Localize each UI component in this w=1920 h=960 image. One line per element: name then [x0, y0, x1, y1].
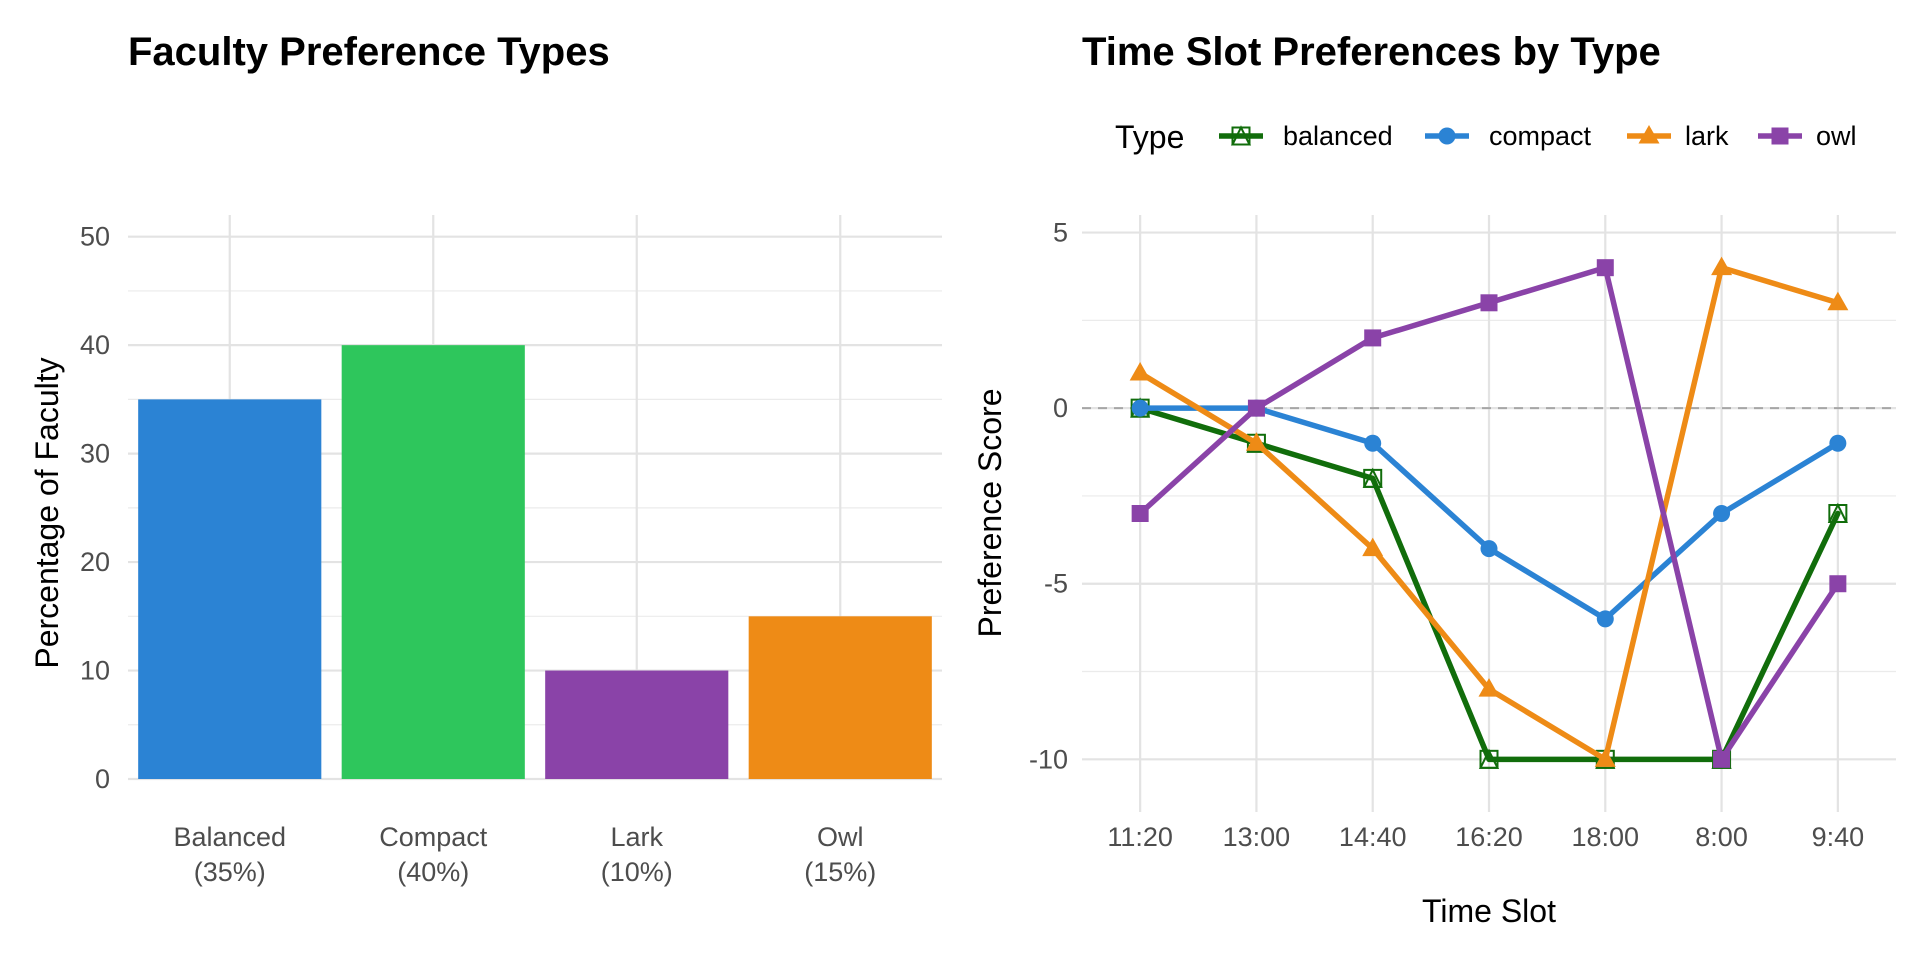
- point-owl: [1480, 294, 1498, 312]
- series-owl: [1131, 259, 1847, 768]
- bar-series: [138, 345, 932, 779]
- point-lark: [1245, 432, 1267, 451]
- bar-chart-y-axis-title: Percentage of Faculty: [29, 357, 65, 668]
- x-tick-sublabel: (35%): [194, 857, 266, 887]
- point-balanced: [1362, 467, 1383, 488]
- x-tick-label: 8:00: [1695, 822, 1748, 852]
- legend-item-owl: owl: [1758, 121, 1857, 151]
- bar-compact: [341, 345, 525, 779]
- point-compact: [1480, 540, 1498, 558]
- legend-item-lark: lark: [1627, 121, 1729, 151]
- point-owl: [1131, 505, 1149, 522]
- y-tick-label: 40: [80, 330, 110, 360]
- x-tick-sublabel: (40%): [397, 857, 469, 887]
- bar-chart-x-ticks: Balanced (35%) Compact (40%) Lark (10%) Owl (15…: [173, 822, 876, 887]
- legend-key-marker: [1771, 127, 1789, 145]
- y-tick-label: 10: [80, 656, 110, 686]
- point-compact: [1364, 434, 1382, 452]
- series-lark: [1129, 256, 1849, 767]
- x-tick-sublabel: (10%): [601, 857, 673, 887]
- legend-items: balanced compact lark owl: [1219, 121, 1857, 151]
- legend-key-marker: [1230, 125, 1252, 146]
- point-compact: [1829, 434, 1847, 452]
- y-tick-label: -5: [1044, 569, 1068, 599]
- x-tick-label: 11:20: [1107, 822, 1173, 852]
- bar-chart: Faculty Preference Types 0 10 20 30 40 50 Bal…: [29, 30, 942, 887]
- line-chart-y-axis-title: Preference Score: [972, 388, 1008, 637]
- x-tick-label: 18:00: [1571, 822, 1639, 852]
- legend-label: lark: [1685, 121, 1729, 151]
- bar-lark: [545, 670, 729, 779]
- point-balanced: [1827, 502, 1848, 523]
- legend-label: balanced: [1283, 121, 1393, 151]
- point-compact: [1596, 610, 1614, 628]
- marker-triangle: [1230, 125, 1252, 146]
- marker-triangle: [1362, 467, 1383, 488]
- y-tick-label: 0: [95, 764, 110, 794]
- x-tick-label: 9:40: [1812, 822, 1865, 852]
- bar-chart-y-ticks: 0 10 20 30 40 50: [80, 222, 110, 794]
- point-compact: [1713, 505, 1731, 522]
- line-series: [1129, 256, 1849, 769]
- marker-triangle: [1827, 502, 1848, 523]
- point-owl: [1247, 399, 1265, 417]
- x-tick-label: Balanced: [173, 822, 286, 852]
- point-lark: [1129, 362, 1151, 381]
- x-tick-label: 14:40: [1339, 822, 1407, 852]
- x-tick-sublabel: (15%): [804, 857, 876, 887]
- line-chart: Time Slot Preferences by Type Type balan…: [972, 30, 1896, 929]
- point-owl: [1364, 329, 1382, 347]
- x-tick-label: Owl: [817, 822, 864, 852]
- line-chart-x-ticks: 11:20 13:00 14:40 16:20 18:00 8:00 9:40: [1107, 822, 1864, 852]
- line-chart-legend: Type balanced compact lark owl: [1115, 119, 1857, 155]
- legend-item-balanced: balanced: [1219, 121, 1393, 151]
- point-owl: [1596, 259, 1614, 277]
- marker-triangle: [1478, 748, 1500, 769]
- legend-label: owl: [1816, 121, 1857, 151]
- y-tick-label: 50: [80, 222, 110, 252]
- point-owl: [1713, 750, 1731, 768]
- bar-chart-title: Faculty Preference Types: [128, 30, 610, 74]
- bar-owl: [748, 616, 932, 779]
- legend-key-marker: [1638, 125, 1660, 144]
- y-tick-label: 20: [80, 547, 110, 577]
- legend-item-compact: compact: [1425, 121, 1592, 151]
- bar-balanced: [138, 399, 322, 779]
- x-tick-label: 16:20: [1455, 822, 1523, 852]
- point-lark: [1594, 748, 1616, 767]
- line-chart-x-axis-title: Time Slot: [1422, 893, 1556, 929]
- point-compact: [1131, 399, 1149, 417]
- x-tick-label: Lark: [610, 822, 663, 852]
- y-tick-label: 0: [1053, 393, 1068, 423]
- legend-title: Type: [1115, 119, 1184, 155]
- point-owl: [1829, 575, 1847, 593]
- point-lark: [1362, 537, 1384, 557]
- x-tick-label: 13:00: [1223, 822, 1291, 852]
- line-chart-title: Time Slot Preferences by Type: [1082, 30, 1661, 74]
- point-lark: [1711, 256, 1733, 276]
- point-lark: [1827, 291, 1849, 311]
- x-tick-label: Compact: [379, 822, 488, 852]
- point-balanced: [1478, 748, 1500, 769]
- y-tick-label: 5: [1053, 218, 1068, 248]
- line-chart-y-ticks: 5 0 -5 -10: [1029, 218, 1068, 775]
- y-tick-label: -10: [1029, 744, 1068, 774]
- legend-key-marker: [1438, 127, 1456, 145]
- point-lark: [1478, 678, 1500, 697]
- y-tick-label: 30: [80, 439, 110, 469]
- legend-label: compact: [1489, 121, 1592, 151]
